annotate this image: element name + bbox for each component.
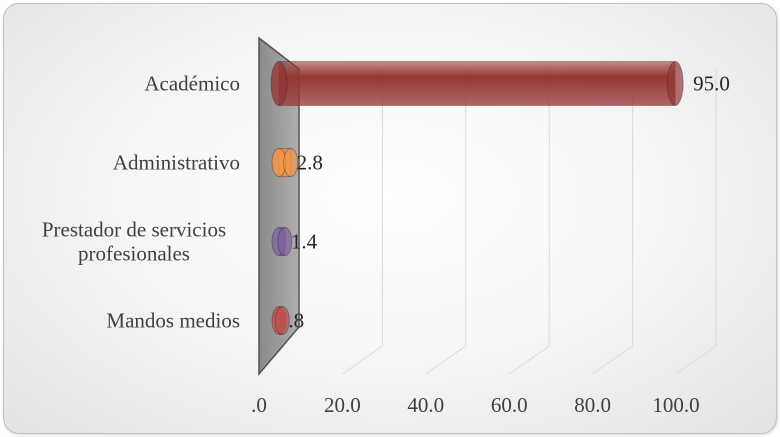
- x-tick-label: 40.0: [407, 393, 444, 417]
- category-label: Prestador de servicios profesionales: [42, 218, 226, 266]
- bar-cap-right: [277, 227, 293, 256]
- x-tick-label: 60.0: [491, 393, 528, 417]
- gridline-floor: [675, 345, 717, 375]
- chart-area: .0 20.0 40.0 60.0 80.0 100.0 95.0 Académico 2.8 A…: [3, 3, 777, 434]
- x-tick-label: 20.0: [324, 393, 361, 417]
- category-label: Administrativo: [113, 151, 240, 175]
- gridline-floor: [592, 345, 633, 375]
- category-label: Mandos medios: [106, 309, 240, 333]
- bar-cap-left: [270, 61, 288, 106]
- bar-cap-right: [283, 148, 299, 177]
- x-tick-label: .0: [251, 393, 267, 417]
- category-label: Académico: [144, 72, 240, 96]
- data-label: 95.0: [693, 72, 730, 96]
- data-label: 2.8: [297, 151, 323, 175]
- bar-cap-right: [666, 61, 684, 106]
- bar-chart: .0 20.0 40.0 60.0 80.0 100.0 95.0 Académico 2.8 A…: [42, 36, 730, 417]
- bar-cap-right: [274, 306, 290, 335]
- data-label: .8: [288, 309, 304, 333]
- x-tick-label: 80.0: [574, 393, 611, 417]
- data-label: 1.4: [291, 230, 318, 254]
- gridline-floor: [508, 345, 550, 375]
- x-tick-label: 100.0: [652, 393, 699, 417]
- bar: [278, 61, 676, 106]
- side-wall: [258, 36, 300, 377]
- gridline-floor: [425, 345, 467, 375]
- gridline-floor: [342, 345, 383, 375]
